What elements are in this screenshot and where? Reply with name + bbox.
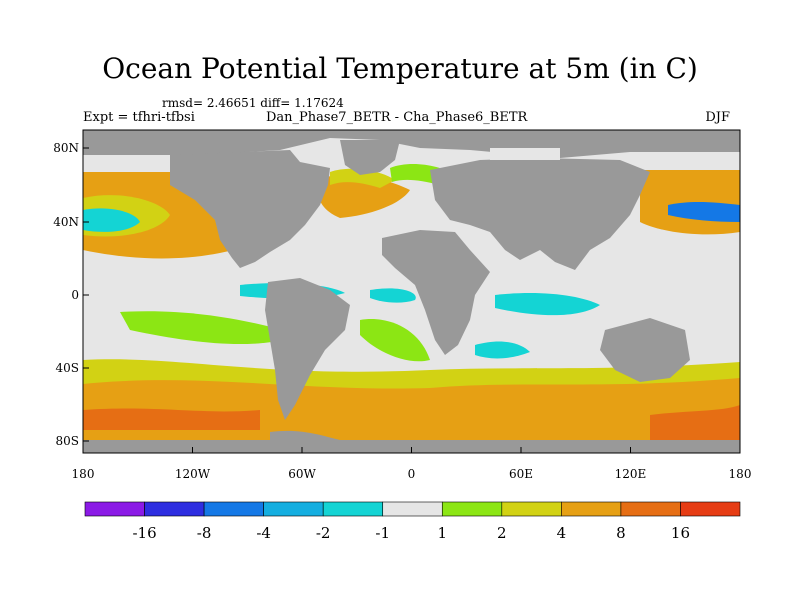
lon-tick-label: 180 (729, 467, 752, 481)
colorbar-label: -1 (375, 524, 390, 542)
lat-tick-label: 0 (71, 288, 79, 302)
map-plot-area (83, 130, 740, 453)
colorbar-swatch (203, 501, 264, 517)
colorbar-swatch (680, 501, 741, 517)
southern-dark-orange-west (83, 408, 260, 430)
comparison-label: Dan_Phase7_BETR - Cha_Phase6_BETR (266, 110, 528, 125)
latitude-axis: 80N 40N 0 40S 80S (53, 141, 89, 448)
southern-dark-orange-east (650, 405, 740, 440)
colorbar-label: 1 (437, 524, 447, 542)
longitude-axis: 180 120W 60W 0 60E 120E 180 (72, 447, 752, 481)
colorbar-label: -8 (197, 524, 212, 542)
lat-tick-label: 40S (56, 361, 80, 375)
colorbar-swatch (441, 501, 503, 517)
colorbar-swatch (322, 501, 384, 517)
lon-tick-label: 120E (615, 467, 647, 481)
lat-tick-label: 40N (53, 215, 79, 229)
colorbar-label: 4 (557, 524, 567, 542)
lon-tick-label: 0 (408, 467, 416, 481)
southern-ocean-yellow-band (83, 359, 740, 389)
lon-tick-label: 60W (288, 467, 316, 481)
lat-tick-label: 80S (56, 434, 80, 448)
stats-text: rmsd= 2.46651 diff= 1.17624 (162, 96, 344, 110)
south-pacific-green (120, 311, 300, 345)
experiment-label: Expt = tfhri-tfbsi (83, 110, 195, 125)
colorbar: -16 -8 -4 -2 -1 1 2 4 8 16 (84, 501, 741, 542)
equatorial-atlantic-cool (370, 288, 416, 303)
indian-ocean-cool (495, 293, 600, 316)
colorbar-swatch (561, 501, 622, 517)
madagascar-cool (475, 341, 530, 359)
season-label: DJF (705, 110, 730, 125)
north-atlantic-warm (317, 174, 410, 218)
colorbar-label: -16 (132, 524, 156, 542)
lon-tick-label: 180 (72, 467, 95, 481)
colorbar-label: -2 (316, 524, 331, 542)
colorbar-swatch (501, 501, 562, 517)
kuroshio-cold (668, 201, 740, 222)
land (83, 130, 740, 453)
north-atlantic-yellow (330, 168, 395, 188)
colorbar-label: 16 (671, 524, 690, 542)
plot-title: Ocean Potential Temperature at 5m (in C) (102, 52, 698, 85)
lat-tick-label: 80N (53, 141, 79, 155)
colorbar-label: 8 (616, 524, 626, 542)
lon-tick-label: 120W (175, 467, 211, 481)
lon-tick-label: 60E (509, 467, 533, 481)
colorbar-label: -4 (256, 524, 271, 542)
colorbar-swatch (84, 501, 145, 517)
colorbar-label: 2 (497, 524, 507, 542)
south-atlantic-green (360, 319, 430, 362)
colorbar-swatch (144, 501, 205, 517)
colorbar-swatch (620, 501, 681, 517)
arctic-patch (490, 148, 560, 160)
north-pacific-cool (83, 208, 140, 232)
colorbar-swatch (263, 501, 324, 517)
colorbar-swatch (382, 501, 443, 517)
